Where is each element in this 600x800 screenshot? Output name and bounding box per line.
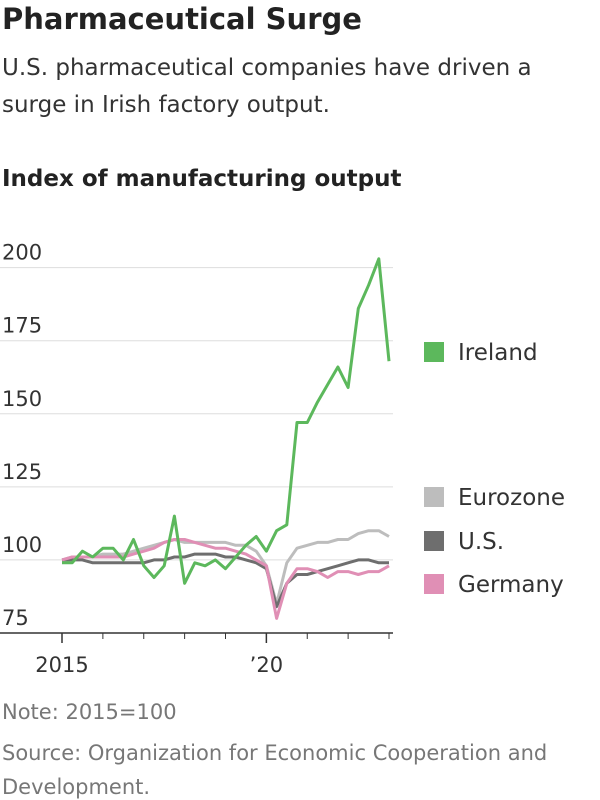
series-line <box>61 538 390 620</box>
y-tick-label: 200 <box>2 241 42 265</box>
y-tick-label: 75 <box>2 606 29 630</box>
y-tick-label: 100 <box>2 533 42 557</box>
source: Source: Organization for Economic Cooper… <box>2 741 548 799</box>
x-tick-label: ’20 <box>250 653 283 677</box>
series-line <box>62 257 391 585</box>
y-tick-label: 175 <box>2 314 42 338</box>
legend-label: U.S. <box>458 529 504 555</box>
chart-subtitle: U.S. pharmaceutical companies have drive… <box>2 55 532 118</box>
legend-swatch <box>424 531 444 551</box>
legend-label: Eurozone <box>458 485 565 511</box>
chart-title: Pharmaceutical Surge <box>2 2 362 36</box>
x-tick-label: 2015 <box>35 653 88 677</box>
legend-label: Ireland <box>458 340 538 366</box>
legend-swatch <box>424 574 444 594</box>
y-tick-label: 125 <box>2 460 42 484</box>
legend-swatch <box>424 487 444 507</box>
y-axis-title: Index of manufacturing output <box>2 166 402 192</box>
y-tick-label: 150 <box>2 387 42 411</box>
legend-label: Germany <box>458 572 564 598</box>
series-line <box>62 552 389 609</box>
legend-swatch <box>424 342 444 362</box>
note: Note: 2015=100 <box>2 700 177 724</box>
